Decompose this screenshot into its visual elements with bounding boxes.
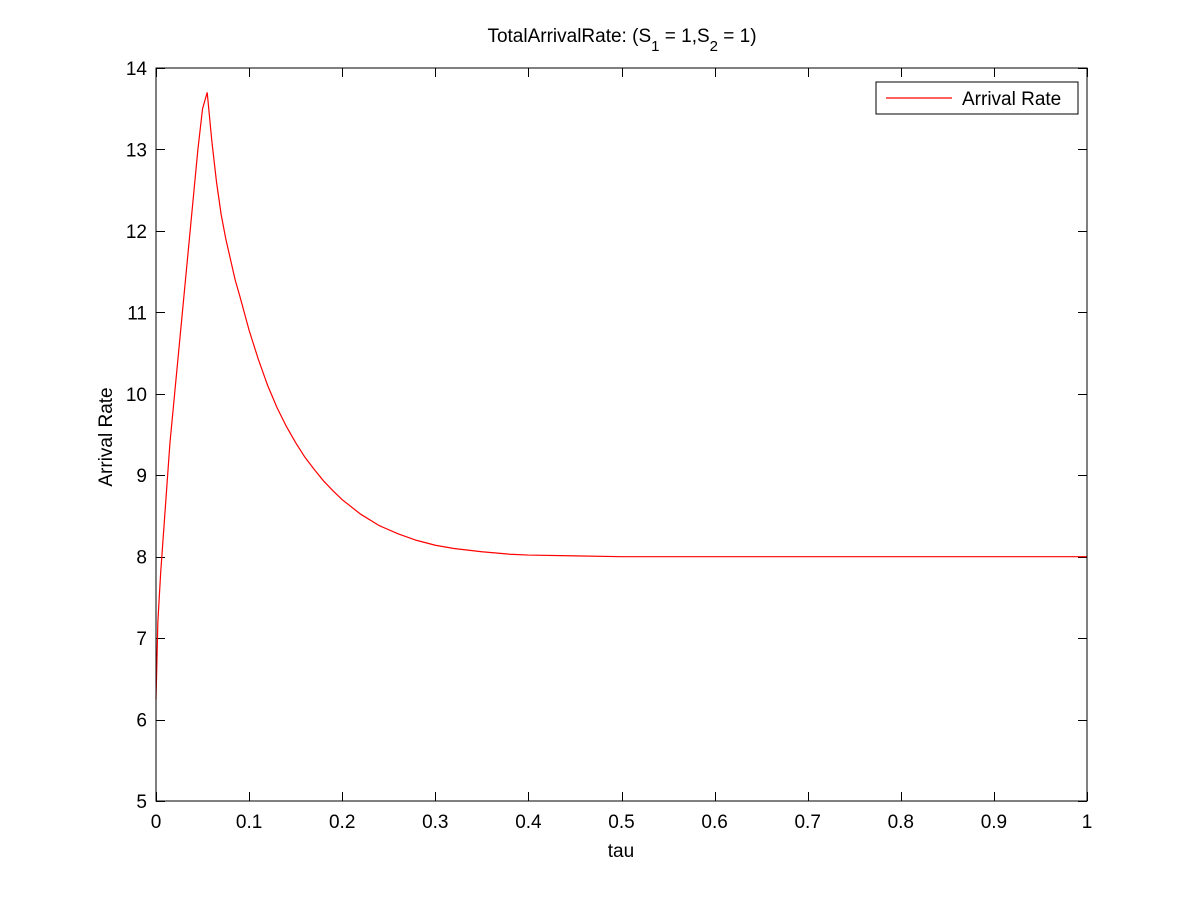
y-tick-label: 9 bbox=[136, 466, 147, 487]
x-tick-label: 0.2 bbox=[329, 812, 355, 833]
x-tick-label: 0.5 bbox=[608, 812, 634, 833]
x-tick-label: 0.4 bbox=[515, 812, 542, 833]
y-tick-label: 6 bbox=[136, 711, 147, 732]
x-tick-label: 0.9 bbox=[981, 812, 1007, 833]
legend: Arrival Rate bbox=[875, 81, 1079, 115]
chart-title: TotalArrivalRate: (S1 = 1,S2 = 1) bbox=[487, 26, 756, 55]
plot-area-frame bbox=[155, 67, 1088, 802]
x-tick-label: 1 bbox=[1082, 812, 1093, 833]
y-tick-label: 10 bbox=[126, 385, 147, 406]
y-tick-label: 7 bbox=[136, 629, 147, 650]
y-tick-label: 13 bbox=[126, 140, 147, 161]
x-tick-label: 0 bbox=[151, 812, 162, 833]
legend-box bbox=[875, 81, 1079, 115]
x-tick-label: 0.3 bbox=[422, 812, 448, 833]
x-tick-label: 0.6 bbox=[701, 812, 727, 833]
x-tick-label: 0.8 bbox=[888, 812, 914, 833]
x-axis-label: tau bbox=[608, 841, 634, 862]
y-axis-label: Arrival Rate bbox=[96, 387, 117, 486]
y-tick-label: 5 bbox=[136, 792, 147, 813]
axis-ticks bbox=[156, 68, 1088, 802]
y-tick-label: 8 bbox=[136, 548, 147, 569]
x-tick-label: 0.1 bbox=[236, 812, 262, 833]
y-tick-label: 12 bbox=[126, 222, 147, 243]
axis-tick-labels: 0 0.1 0.2 0.3 0.4 0.5 0.6 0.7 0.8 0.9 1 5 6 7 8 9 10 11 12… bbox=[126, 59, 1092, 833]
y-tick-label: 11 bbox=[127, 303, 147, 324]
x-tick-label: 0.7 bbox=[794, 812, 820, 833]
series-line-arrival-rate bbox=[155, 92, 1087, 700]
legend-label-arrival-rate: Arrival Rate bbox=[962, 89, 1061, 110]
y-tick-label: 14 bbox=[126, 59, 148, 80]
